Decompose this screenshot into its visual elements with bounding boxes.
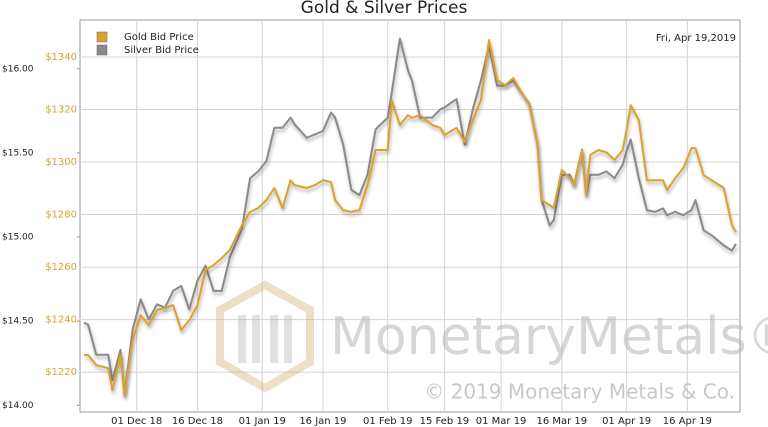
x-tick-label: 16 Mar 19 [536,416,587,427]
y2-tick-label: $14.00 [2,401,34,411]
x-tick-label: 01 Dec 18 [111,416,162,427]
y2-tick-label: $15.50 [2,148,34,158]
y-tick-label: $1280 [45,210,77,221]
watermark: MonetaryMetals® [330,307,768,367]
series-line [83,37,737,397]
x-tick-label: 16 Dec 18 [172,416,223,427]
chart-title: Gold & Silver Prices [301,0,468,18]
x-tick-label: 01 Mar 19 [476,416,527,427]
legend-swatch [96,31,108,43]
series-line [84,39,737,397]
y2-tick-label: $16.00 [2,64,34,74]
legend-label: Silver Bid Price [124,45,199,56]
y-tick-label: $1320 [45,105,77,116]
y-tick-label: $1340 [45,52,77,63]
date-label: Fri, Apr 19,2019 [656,33,736,44]
x-tick-label: 16 Jan 19 [299,416,346,427]
y2-tick-label: $14.50 [2,317,34,327]
lines [83,37,737,397]
y-tick-label: $1260 [45,262,77,273]
legend-label: Gold Bid Price [124,32,194,43]
legend: Gold Bid Price Silver Bid Price [96,31,199,56]
x-tick-label: 01 Apr 19 [602,416,651,427]
copyright: © 2019 Monetary Metals & Co. [424,380,735,404]
grid [80,20,740,412]
y2-tick-label: $15.00 [2,233,34,243]
y-tick-label: $1300 [45,157,77,168]
watermark-logo [216,280,314,393]
y-tick-label: $1240 [45,315,77,326]
x-tick-label: 16 Apr 19 [663,416,712,427]
legend-swatch [96,44,108,56]
x-tick-label: 01 Jan 19 [239,416,286,427]
x-tick-label: 01 Feb 19 [363,416,413,427]
y-tick-label: $1220 [45,367,77,378]
plot-area [79,19,741,413]
x-tick-label: 15 Feb 19 [420,416,470,427]
